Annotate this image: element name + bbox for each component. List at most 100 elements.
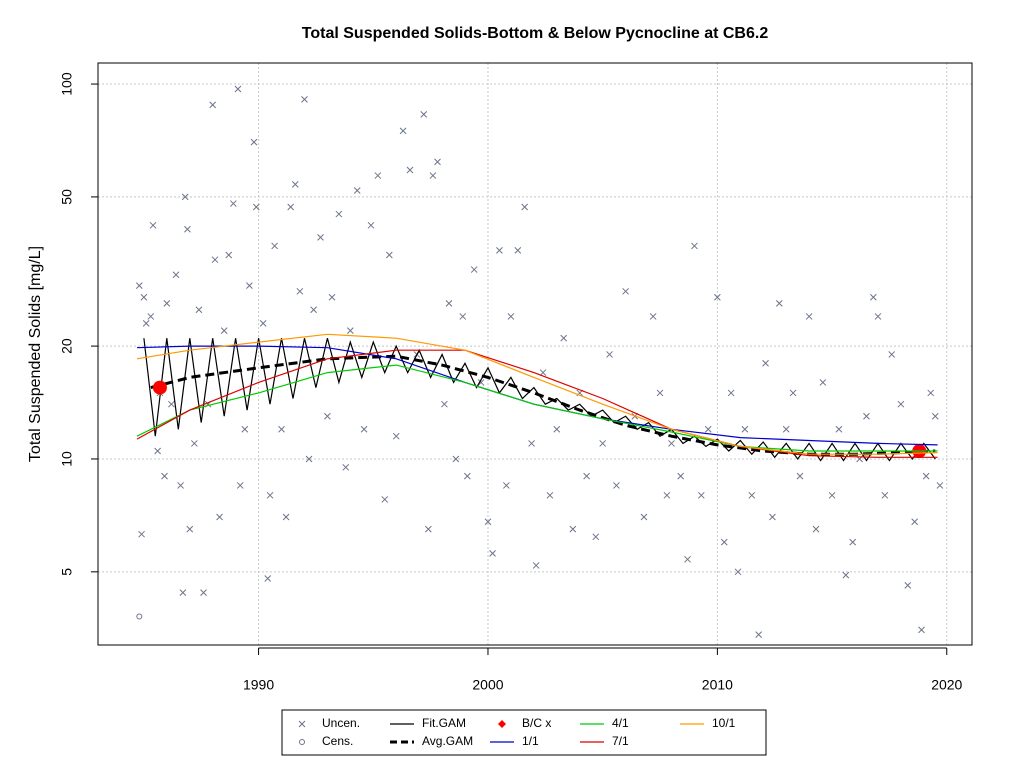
point xyxy=(897,400,905,408)
point xyxy=(835,425,843,433)
axes: 1990 2000 2010 2020 5 10 20 50 100 xyxy=(59,72,963,693)
point xyxy=(496,247,503,254)
point xyxy=(190,440,198,447)
point xyxy=(528,440,535,447)
point xyxy=(842,571,850,579)
y-tick-label: 5 xyxy=(59,568,75,576)
point xyxy=(863,412,870,420)
plot-marks xyxy=(135,85,944,638)
point xyxy=(870,293,877,301)
point xyxy=(360,425,368,433)
point xyxy=(470,266,478,273)
point xyxy=(569,525,577,533)
point xyxy=(140,293,148,301)
point xyxy=(441,400,448,408)
point xyxy=(714,293,721,301)
point xyxy=(789,389,797,397)
point xyxy=(259,319,267,327)
point xyxy=(796,472,804,480)
point xyxy=(684,555,691,563)
point xyxy=(445,300,453,307)
point xyxy=(874,313,882,320)
legend-label: 7/1 xyxy=(612,734,629,748)
point xyxy=(135,282,143,289)
point xyxy=(317,234,324,241)
point xyxy=(727,389,735,397)
point xyxy=(172,271,180,279)
point xyxy=(234,85,242,93)
point xyxy=(599,440,607,447)
point xyxy=(168,400,175,408)
point xyxy=(250,138,258,146)
point xyxy=(668,440,675,447)
point xyxy=(195,306,203,314)
point xyxy=(216,513,223,521)
point xyxy=(691,242,698,250)
y-axis-label: Total Suspended Solids [mg/L] xyxy=(27,246,44,462)
point xyxy=(184,225,191,233)
point xyxy=(931,412,939,420)
point xyxy=(502,482,510,489)
point xyxy=(936,482,944,489)
x-tick-label: 2000 xyxy=(472,677,503,693)
point xyxy=(399,127,407,135)
x-tick-label: 1990 xyxy=(243,677,274,693)
point xyxy=(734,568,742,576)
legend-label: 10/1 xyxy=(712,716,736,730)
point xyxy=(142,319,150,327)
point xyxy=(755,631,763,638)
point xyxy=(287,203,295,211)
point xyxy=(613,482,620,489)
y-tick-label: 10 xyxy=(59,451,75,467)
point xyxy=(463,472,471,480)
point xyxy=(720,538,728,546)
point xyxy=(346,327,354,334)
point-censored xyxy=(136,613,143,620)
point xyxy=(385,251,393,259)
point xyxy=(922,472,930,480)
point xyxy=(911,518,919,526)
line-7-1 xyxy=(136,349,938,458)
point xyxy=(762,359,769,367)
line-fit-gam xyxy=(143,338,936,462)
point xyxy=(424,525,432,533)
point xyxy=(186,525,194,533)
legend-label: 1/1 xyxy=(522,734,539,748)
point xyxy=(532,562,540,569)
point xyxy=(521,203,529,211)
point xyxy=(342,463,350,471)
point xyxy=(149,221,157,229)
point xyxy=(353,187,361,194)
point xyxy=(704,425,712,433)
point xyxy=(179,589,187,596)
point xyxy=(161,472,168,480)
point xyxy=(748,491,756,499)
point xyxy=(291,181,299,188)
point xyxy=(246,282,253,289)
legend: Uncen. Cens. Fit.GAM Avg.GAM B/C x 1/1 4/1 7/1 1… xyxy=(298,716,736,748)
point xyxy=(477,379,485,386)
point xyxy=(514,247,522,254)
legend-label: 4/1 xyxy=(612,716,629,730)
legend-symbol xyxy=(498,720,506,728)
point xyxy=(220,327,228,334)
point xyxy=(177,482,184,489)
legend-label: Uncen. xyxy=(322,716,360,730)
point xyxy=(241,425,249,433)
point xyxy=(560,334,568,342)
chart-title: Total Suspended Solids-Bottom & Below Py… xyxy=(302,25,769,42)
point xyxy=(640,513,648,521)
point xyxy=(452,455,460,463)
point xyxy=(374,172,382,179)
point xyxy=(252,203,260,211)
point xyxy=(229,200,237,207)
point xyxy=(420,111,428,118)
grid xyxy=(98,63,972,645)
point xyxy=(904,582,912,589)
point xyxy=(282,513,290,521)
point xyxy=(775,300,783,307)
point xyxy=(622,287,629,295)
point xyxy=(663,491,671,499)
point xyxy=(434,158,441,166)
